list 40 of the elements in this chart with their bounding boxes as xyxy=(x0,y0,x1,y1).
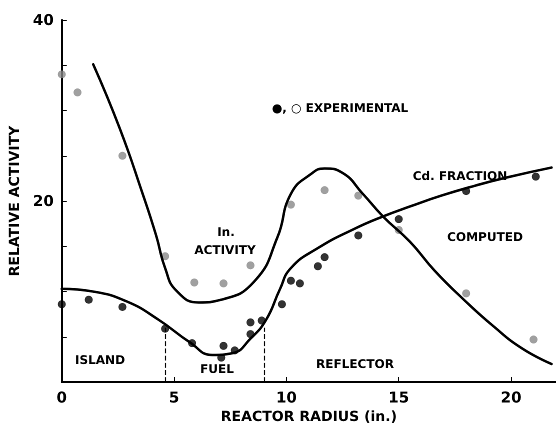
point xyxy=(296,279,304,288)
point xyxy=(246,318,254,326)
annotation: ACTIVITY xyxy=(194,243,256,257)
annotation: ●, ○ EXPERIMENTAL xyxy=(272,101,409,115)
point xyxy=(354,192,362,200)
x-tick-label: 5 xyxy=(168,388,180,407)
point xyxy=(394,215,403,224)
annotation: REFLECTOR xyxy=(316,357,394,371)
annotation: COMPUTED xyxy=(447,230,523,244)
annotation: In. xyxy=(217,225,235,239)
point xyxy=(118,302,126,311)
point xyxy=(278,300,286,308)
point xyxy=(462,289,470,298)
point xyxy=(58,300,66,308)
x-tick-label: 15 xyxy=(388,388,410,407)
annotation: Cd. FRACTION xyxy=(412,169,508,183)
point xyxy=(58,70,66,78)
point xyxy=(354,231,362,240)
x-tick-label: 20 xyxy=(500,388,522,407)
y-tick-label: 40 xyxy=(32,11,54,29)
point xyxy=(220,279,228,288)
x-tick-label: 0 xyxy=(56,388,67,407)
annotation: ISLAND xyxy=(74,353,126,367)
point xyxy=(286,200,295,209)
point xyxy=(190,278,198,287)
point xyxy=(320,253,329,262)
point xyxy=(246,261,254,270)
point xyxy=(118,152,126,160)
point xyxy=(286,276,295,285)
y-axis-title: RELATIVE ACTIVITY xyxy=(7,124,23,276)
annotation: FUEL xyxy=(200,362,234,376)
point xyxy=(220,342,228,350)
point xyxy=(74,88,82,96)
point xyxy=(84,296,93,304)
x-tick-label: 10 xyxy=(276,388,297,407)
point xyxy=(314,262,322,270)
point xyxy=(530,336,538,344)
point xyxy=(320,186,329,194)
x-axis-title: REACTOR RADIUS (in.) xyxy=(220,409,397,425)
point xyxy=(532,172,540,181)
